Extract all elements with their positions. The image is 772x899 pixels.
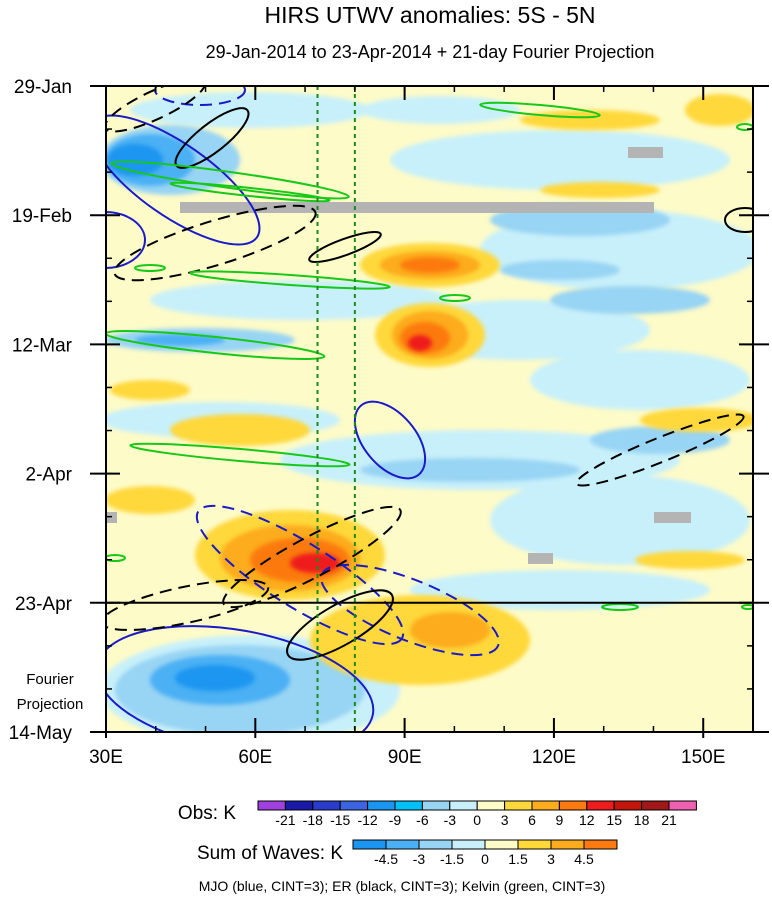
waves-legend-level-label: 1.5 [508,851,528,867]
obs-legend-level-label: 15 [606,812,622,828]
x-tick-label: 120E [532,747,576,768]
obs-legend-swatch [613,800,643,811]
obs-legend-level-label: -6 [416,812,429,828]
negative-field-layer [106,92,753,732]
waves-legend: -4.5 -3 -1.5 0 1.5 3 4.5 [352,839,618,867]
obs-legend-swatch [558,800,588,811]
obs-legend-swatch [367,800,396,811]
waves-legend-level-label: 0 [481,851,489,867]
vertical-markers [316,86,356,732]
waves-legend-level-label: 4.5 [574,851,594,867]
chart-subtitle: 29-Jan-2014 to 23-Apr-2014 + 21-day Four… [206,42,655,62]
obs-legend-level-label: 21 [661,812,677,828]
y-axis: 29-Jan 19-Feb 12-Mar 2-Apr 23-Apr 14-May [9,77,769,744]
obs-legend-level-label: 18 [634,812,650,828]
obs-legend-level-label: 3 [501,812,509,828]
obs-legend-level-label: 9 [556,812,564,828]
obs-legend-swatch [449,800,478,811]
er-contours [106,86,753,661]
waves-legend-swatch [451,839,486,850]
waves-legend-level-label: -4.5 [374,851,398,867]
kelvin-contours [106,101,753,611]
x-tick-label: 90E [388,747,422,768]
obs-legend-swatch [312,800,341,811]
waves-legend-level-label: 3 [547,851,555,867]
y-tick-label: 29-Jan [14,77,72,98]
waves-legend-swatch [517,839,552,850]
obs-legend-swatch [504,800,533,811]
obs-legend-swatch [641,800,670,811]
waves-legend-label: Sum of Waves: K [197,843,343,864]
obs-legend-swatch [476,800,506,811]
obs-legend-level-label: -21 [275,812,295,828]
x-axis: 30E 60E 90E 120E 150E [89,86,754,768]
obs-legend-level-label: 6 [528,812,536,828]
obs-legend-level-label: -18 [303,812,323,828]
y-tick-label: 23-Apr [15,594,73,615]
obs-legend-level-label: 0 [473,812,481,828]
y-tick-label: 12-Mar [12,335,73,356]
obs-legend-swatch [531,800,560,811]
obs-legend-swatch [394,800,423,811]
obs-legend-label: Obs: K [178,803,236,824]
waves-legend-level-label: -1.5 [440,851,464,867]
obs-legend-level-label: -12 [357,812,377,828]
anomaly-field [106,86,753,732]
plot-frame [105,85,754,733]
obs-legend: -21 -18 -15 -12 -9 -6 -3 0 3 6 9 12 15 18 21 [257,800,697,828]
x-tick-label: 60E [238,747,272,768]
obs-legend-level-label: -3 [444,812,457,828]
waves-legend-swatch [484,839,519,850]
obs-legend-swatch [421,800,451,811]
projection-label-line1: Fourier [26,671,74,688]
waves-legend-swatch [352,839,387,850]
obs-legend-swatch [668,800,697,811]
obs-legend-level-label: -9 [389,812,402,828]
y-tick-label: 19-Feb [12,206,72,227]
waves-legend-swatch [583,839,618,850]
obs-legend-level-label: -15 [330,812,350,828]
x-tick-label: 30E [89,747,123,768]
projection-label-line2: Projection [17,696,84,713]
missing-data [106,147,691,564]
x-tick-label: 150E [681,747,725,768]
obs-legend-swatch [339,800,369,811]
obs-legend-swatch [586,800,615,811]
y-tick-label: 14-May [9,723,73,744]
waves-legend-swatch [418,839,453,850]
obs-legend-swatch [257,800,286,811]
obs-legend-swatch [284,800,314,811]
chart-title: HIRS UTWV anomalies: 5S - 5N [264,2,595,28]
waves-legend-swatch [385,839,420,850]
contour-caption: MJO (blue, CINT=3); ER (black, CINT=3); … [199,878,606,894]
plot-border [105,85,754,733]
waves-legend-level-label: -3 [413,851,426,867]
obs-legend-level-label: 12 [579,812,595,828]
waves-legend-swatch [550,839,585,850]
y-tick-label: 2-Apr [26,465,73,486]
